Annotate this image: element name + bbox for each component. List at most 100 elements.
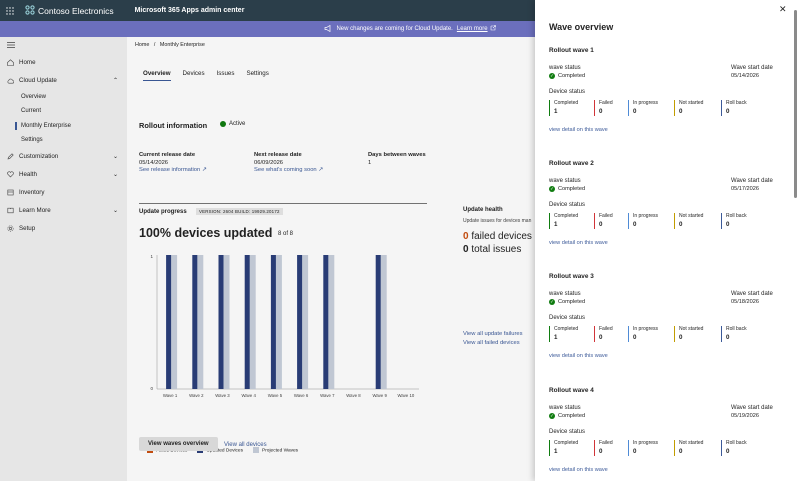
wave-title: Rollout wave 2: [549, 160, 594, 167]
sidebar-item-learn-more[interactable]: Learn More ⌄: [7, 207, 122, 214]
failed-devices-stat: 0 failed devices: [463, 231, 543, 242]
sidebar-item-cloud-update[interactable]: Cloud Update ⌃: [7, 77, 122, 84]
x-tick-label: Wave 7: [320, 393, 335, 398]
coming-soon-link-text: See what's coming soon: [254, 167, 317, 173]
view-failed-devices-link[interactable]: View all failed devices: [463, 340, 520, 346]
panel-title: Wave overview: [549, 22, 614, 32]
wave-status: ✓ Completed: [549, 186, 585, 192]
sidebar-item-home[interactable]: Home: [7, 59, 122, 66]
active-indicator: [15, 122, 17, 130]
panel-backdrop[interactable]: [0, 37, 535, 481]
check-circle-icon: ✓: [549, 73, 555, 79]
stat-label: Not started: [679, 100, 704, 106]
brand[interactable]: Contoso Electronics: [25, 4, 114, 17]
tab-devices[interactable]: Devices: [182, 70, 205, 77]
chevron-down-icon: ⌄: [112, 172, 118, 178]
sidebar: Home Cloud Update ⌃ Overview Current Mon…: [0, 37, 127, 481]
release-info-link-text: See release information: [139, 167, 201, 173]
wave-status-label: wave status: [549, 65, 581, 71]
bar-updated: [323, 255, 329, 389]
view-all-devices-link[interactable]: View all devices: [224, 442, 267, 448]
stat-label: Failed: [599, 213, 613, 219]
view-wave-detail-link[interactable]: view detail on this wave: [549, 240, 608, 246]
learn-more-link[interactable]: Learn more: [456, 26, 488, 32]
failed-count: 0: [463, 231, 469, 242]
wave-stat: Completed 1: [549, 213, 578, 229]
wave-status-label: wave status: [549, 178, 581, 184]
cloud-icon: [7, 77, 14, 84]
sidebar-subitem-monthly-enterprise[interactable]: Monthly Enterprise: [21, 123, 72, 129]
devices-count: 8 of 8: [278, 231, 294, 237]
bar-updated: [218, 255, 224, 389]
external-link-icon: ↗: [201, 167, 207, 173]
contoso-logo-icon: [25, 4, 35, 17]
current-release-date: 05/14/2026: [139, 160, 169, 166]
days-value: 1: [368, 160, 372, 166]
stat-value: 0: [679, 448, 683, 455]
stat-value: 0: [679, 221, 683, 228]
device-status-stats: Completed 1 Failed 0 In progress 0 Not s…: [549, 100, 789, 117]
wave-start-date: 05/18/2026: [731, 299, 759, 305]
wave-card: Rollout wave 3 wave status ✓ Completed Wa…: [549, 273, 789, 359]
bar-projected: [246, 255, 256, 389]
sidebar-subitem-settings[interactable]: Settings: [21, 137, 43, 143]
view-waves-overview-button[interactable]: View waves overview: [139, 437, 218, 451]
bar-projected: [194, 255, 204, 389]
stat-value: 1: [554, 334, 558, 341]
book-icon: [7, 207, 14, 214]
bar-projected: [272, 255, 282, 389]
wave-status-label: wave status: [549, 291, 581, 297]
wave-stat: Completed 1: [549, 326, 578, 342]
stat-value: 0: [679, 108, 683, 115]
close-icon[interactable]: ✕: [779, 4, 787, 14]
tab-overview[interactable]: Overview: [143, 70, 171, 81]
banner-message: New changes are coming for Cloud Update.: [336, 26, 453, 32]
bar-updated: [166, 255, 172, 389]
wave-stat: Not started 0: [674, 213, 703, 229]
wave-stat: Not started 0: [674, 326, 703, 342]
view-update-failures-link[interactable]: View all update failures: [463, 331, 523, 337]
sidebar-item-label: Setup: [19, 225, 36, 232]
stat-label: Not started: [679, 326, 704, 332]
coming-soon-link[interactable]: See what's coming soon ↗: [254, 167, 323, 173]
inventory-icon: [7, 189, 14, 196]
wave-start-date: 05/19/2026: [731, 413, 759, 419]
view-wave-detail-link[interactable]: view detail on this wave: [549, 127, 608, 133]
view-wave-detail-link[interactable]: view detail on this wave: [549, 353, 608, 359]
tab-issues[interactable]: Issues: [216, 70, 235, 77]
panel-scrollbar[interactable]: [794, 10, 797, 198]
legend-label: Projected Waves: [262, 448, 299, 454]
stat-value: 0: [633, 108, 637, 115]
failed-label: failed devices: [471, 231, 532, 242]
y-tick-label: 1: [150, 254, 153, 259]
x-tick-label: Wave 1: [163, 393, 178, 398]
wave-start-date: 05/14/2026: [731, 73, 759, 79]
rollout-title: Rollout information: [139, 121, 208, 130]
sidebar-item-health[interactable]: Health ⌄: [7, 171, 122, 178]
hamburger-icon[interactable]: [7, 42, 15, 50]
chevron-down-icon: ⌄: [112, 154, 118, 160]
sidebar-item-inventory[interactable]: Inventory: [7, 189, 122, 196]
stat-label: Not started: [679, 440, 704, 446]
wave-title: Rollout wave 4: [549, 387, 594, 394]
sidebar-subitem-overview[interactable]: Overview: [21, 94, 47, 100]
breadcrumb-home[interactable]: Home: [135, 42, 150, 48]
wave-stat: In progress 0: [628, 326, 658, 342]
view-wave-detail-link[interactable]: view detail on this wave: [549, 467, 608, 473]
sidebar-item-setup[interactable]: Setup: [7, 225, 122, 232]
release-info-link[interactable]: See release information ↗: [139, 167, 207, 173]
wave-date-label: Wave start date: [731, 291, 773, 297]
breadcrumb: Home / Monthly Enterprise: [135, 42, 205, 48]
wave-card: Rollout wave 2 wave status ✓ Completed Wa…: [549, 160, 789, 246]
heart-icon: [7, 171, 14, 178]
tab-settings[interactable]: Settings: [246, 70, 269, 77]
app-launcher-icon[interactable]: [0, 0, 20, 21]
update-progress-title: Update progress: [139, 209, 187, 215]
stat-label: In progress: [633, 100, 659, 106]
sidebar-subitem-current[interactable]: Current: [21, 108, 42, 114]
sidebar-item-customization[interactable]: Customization ⌄: [7, 153, 122, 160]
x-tick-label: Wave 6: [294, 393, 309, 398]
stat-value: 0: [726, 108, 730, 115]
gear-icon: [7, 225, 14, 232]
tab-bar: Overview Devices Issues Settings: [143, 70, 269, 81]
